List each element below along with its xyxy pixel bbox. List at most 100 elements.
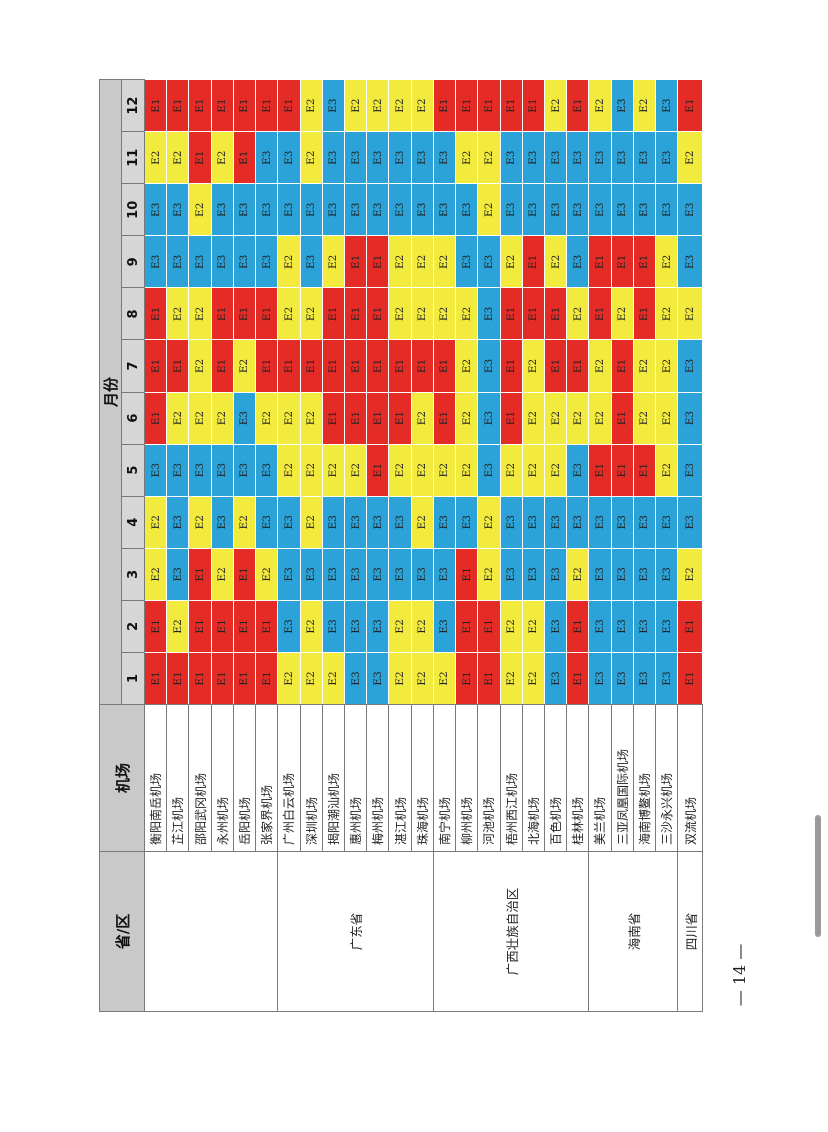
month-level-cell: E3 (433, 183, 456, 236)
month-level-cell: E3 (277, 600, 301, 653)
month-level-cell: E3 (344, 652, 367, 705)
month-level-cell: E3 (411, 183, 434, 236)
month-level-cell: E1 (144, 652, 167, 705)
month-header-3: 3 (121, 548, 145, 601)
month-level-cell: E3 (144, 235, 167, 288)
month-level-cell: E1 (500, 79, 523, 132)
month-level-cell: E1 (211, 79, 234, 132)
month-level-cell: E2 (188, 287, 212, 340)
rotated-table-wrapper: 省/区 机场 月份 1 2 3 4 5 6 7 8 9 10 11 12 衡阳南岳机场 E1 E1 E2 E2… (99, 79, 703, 1012)
month-level-cell: E2 (433, 235, 456, 288)
month-level-cell: E3 (166, 444, 189, 497)
month-level-cell: E3 (611, 652, 634, 705)
month-level-cell: E2 (544, 235, 567, 288)
header-row-top: 省/区 机场 月份 (99, 79, 145, 1012)
month-level-cell: E1 (166, 79, 189, 132)
month-level-cell: E3 (477, 287, 500, 340)
month-level-cell: E1 (455, 600, 478, 653)
month-level-cell: E3 (277, 131, 301, 184)
month-level-cell: E2 (277, 392, 301, 445)
month-level-cell: E2 (455, 131, 478, 184)
table-body: 衡阳南岳机场 E1 E1 E2 E2 E3 E1 E1 E1 E3 E3 E2 E1 芷江机场 E1 E2 E3… (144, 79, 703, 1012)
month-level-cell: E1 (211, 287, 234, 340)
month-level-cell: E3 (455, 183, 478, 236)
month-level-cell: E1 (144, 600, 167, 653)
month-level-cell: E3 (633, 600, 656, 653)
month-level-cell: E1 (144, 339, 167, 393)
month-level-cell: E1 (411, 339, 434, 393)
month-level-cell: E1 (300, 339, 323, 393)
airport-name-cell: 南宁机场 (433, 704, 456, 852)
month-level-cell: E1 (233, 79, 256, 132)
month-level-cell: E2 (322, 235, 345, 288)
month-level-cell: E1 (144, 287, 167, 340)
month-level-cell: E3 (588, 131, 612, 184)
month-level-cell: E3 (677, 444, 703, 497)
month-level-cell: E3 (544, 548, 567, 601)
month-level-cell: E3 (633, 183, 656, 236)
airport-column-header: 机场 (99, 704, 145, 852)
month-level-cell: E2 (166, 131, 189, 184)
airport-name-cell: 永州机场 (211, 704, 234, 852)
scrollbar-thumb[interactable] (815, 815, 821, 937)
month-level-cell: E3 (544, 600, 567, 653)
month-level-cell: E2 (300, 79, 323, 132)
month-level-cell: E2 (500, 600, 523, 653)
month-level-cell: E1 (277, 339, 301, 393)
month-level-cell: E2 (300, 131, 323, 184)
airport-name-cell: 柳州机场 (455, 704, 478, 852)
month-level-cell: E3 (300, 235, 323, 288)
month-level-cell: E2 (522, 600, 545, 653)
month-level-cell: E2 (277, 235, 301, 288)
table-row: 四川省 双流机场 E1 E1 E2 E3 E3 E3 E3 E2 E3 E3 E2 E1 (677, 79, 703, 1012)
month-level-cell: E1 (633, 287, 656, 340)
month-level-cell: E1 (344, 287, 367, 340)
month-level-cell: E2 (344, 79, 367, 132)
month-level-cell: E1 (366, 287, 389, 340)
table-row: 广西壮族自治区 南宁机场 E2 E3 E3 E3 E2 E1 E1 E2 E2 E3 E3 E1 (433, 79, 589, 1012)
month-level-cell: E1 (522, 235, 545, 288)
month-level-cell: E2 (166, 287, 189, 340)
month-level-cell: E1 (633, 235, 656, 288)
month-level-cell: E3 (500, 496, 523, 549)
month-level-cell: E2 (277, 652, 301, 705)
month-level-cell: E2 (255, 392, 278, 445)
month-level-cell: E1 (500, 339, 523, 393)
month-level-cell: E3 (455, 235, 478, 288)
month-level-cell: E3 (633, 548, 656, 601)
month-level-cell: E1 (366, 235, 389, 288)
month-level-cell: E3 (566, 131, 589, 184)
month-level-cell: E1 (500, 392, 523, 445)
month-level-cell: E3 (300, 548, 323, 601)
month-level-cell: E1 (433, 392, 456, 445)
month-level-cell: E2 (188, 339, 212, 393)
month-level-cell: E1 (344, 235, 367, 288)
month-level-cell: E3 (322, 183, 345, 236)
month-level-cell: E1 (144, 392, 167, 445)
month-level-cell: E1 (322, 392, 345, 445)
month-level-cell: E3 (544, 652, 567, 705)
month-level-cell: E1 (233, 652, 256, 705)
month-level-cell: E3 (211, 444, 234, 497)
month-level-cell: E1 (388, 339, 412, 393)
month-level-cell: E3 (500, 183, 523, 236)
month-level-cell: E1 (677, 652, 703, 705)
month-level-cell: E2 (411, 392, 434, 445)
month-level-cell: E2 (322, 652, 345, 705)
airport-name-cell: 岳阳机场 (233, 704, 256, 852)
month-header-7: 7 (121, 339, 145, 393)
month-level-cell: E1 (188, 548, 212, 601)
month-level-cell: E3 (544, 131, 567, 184)
month-level-cell: E3 (233, 183, 256, 236)
month-level-cell: E1 (144, 79, 167, 132)
airport-name-cell: 梅州机场 (366, 704, 389, 852)
airport-month-table: 省/区 机场 月份 1 2 3 4 5 6 7 8 9 10 11 12 衡阳南岳机场 E1 E1 E2 E2… (99, 79, 703, 1012)
table-row: 海南省 美兰机场 E3 E3 E3 E3 E1 E2 E2 E1 E1 E3 E3 E2 (588, 79, 678, 1012)
province-cell: 海南省 (588, 851, 678, 1012)
month-level-cell: E3 (366, 496, 389, 549)
month-level-cell: E1 (211, 652, 234, 705)
month-level-cell: E2 (611, 287, 634, 340)
month-level-cell: E2 (277, 287, 301, 340)
month-level-cell: E2 (522, 444, 545, 497)
